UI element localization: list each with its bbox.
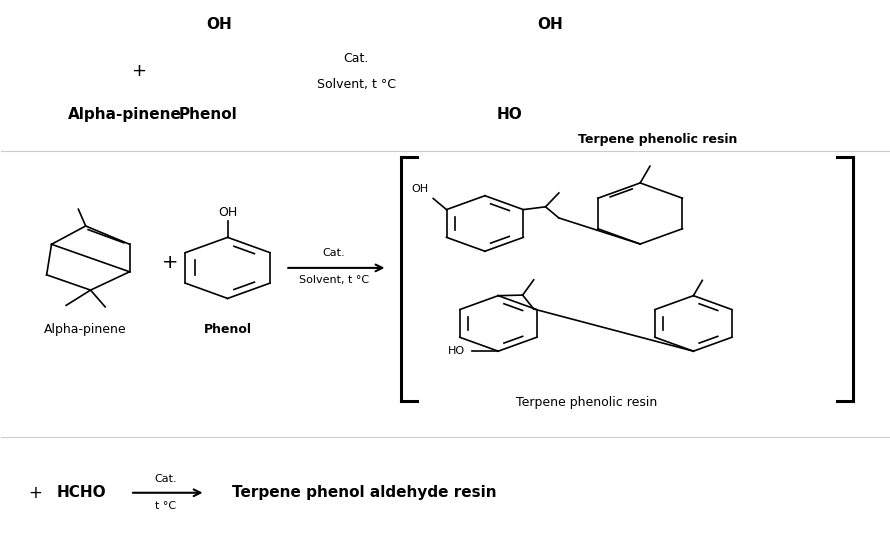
- Text: t °C: t °C: [155, 501, 176, 511]
- Text: OH: OH: [218, 206, 238, 219]
- Text: HO: HO: [448, 346, 465, 356]
- Text: Terpene phenol aldehyde resin: Terpene phenol aldehyde resin: [232, 485, 497, 501]
- Text: OH: OH: [412, 184, 429, 194]
- Text: Terpene phenolic resin: Terpene phenolic resin: [516, 396, 658, 408]
- Text: OH: OH: [206, 17, 231, 32]
- Text: Cat.: Cat.: [323, 248, 345, 258]
- Text: Phenol: Phenol: [179, 107, 238, 122]
- Text: Alpha-pinene: Alpha-pinene: [44, 324, 127, 336]
- Text: +: +: [132, 62, 147, 80]
- Text: Solvent, t °C: Solvent, t °C: [317, 78, 396, 91]
- Text: Cat.: Cat.: [154, 474, 177, 484]
- Text: Phenol: Phenol: [204, 324, 252, 336]
- Text: HCHO: HCHO: [56, 485, 106, 501]
- Text: HO: HO: [497, 107, 522, 122]
- Text: Terpene phenolic resin: Terpene phenolic resin: [578, 133, 738, 146]
- Text: Alpha-pinene: Alpha-pinene: [68, 107, 182, 122]
- Text: +: +: [28, 484, 42, 502]
- Text: Solvent, t °C: Solvent, t °C: [299, 275, 369, 285]
- Text: OH: OH: [537, 17, 562, 32]
- Text: Cat.: Cat.: [344, 52, 369, 65]
- Text: +: +: [162, 253, 178, 272]
